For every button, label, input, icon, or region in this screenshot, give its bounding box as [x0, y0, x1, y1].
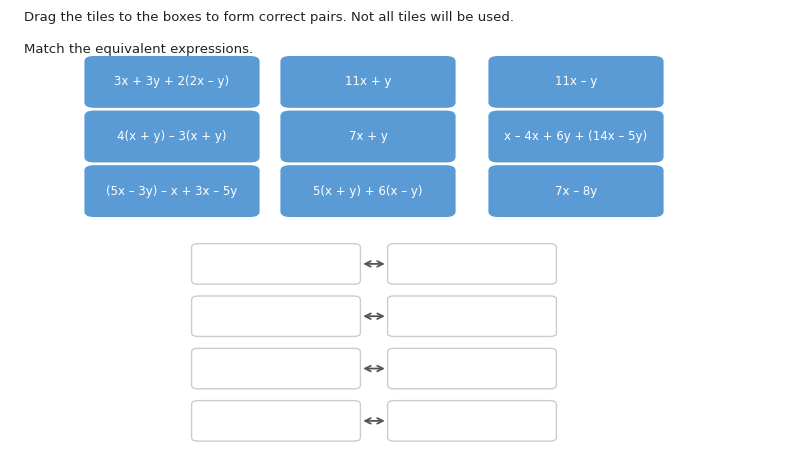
FancyBboxPatch shape: [281, 165, 456, 217]
FancyBboxPatch shape: [85, 165, 259, 217]
FancyBboxPatch shape: [85, 56, 259, 108]
FancyBboxPatch shape: [488, 165, 663, 217]
FancyBboxPatch shape: [387, 349, 557, 389]
FancyBboxPatch shape: [488, 56, 663, 108]
FancyBboxPatch shape: [85, 111, 259, 162]
FancyBboxPatch shape: [387, 243, 557, 284]
FancyBboxPatch shape: [191, 243, 361, 284]
FancyBboxPatch shape: [281, 56, 456, 108]
Text: 7x + y: 7x + y: [349, 130, 387, 143]
FancyBboxPatch shape: [191, 349, 361, 389]
FancyBboxPatch shape: [387, 401, 557, 441]
Text: 4(x + y) – 3(x + y): 4(x + y) – 3(x + y): [118, 130, 226, 143]
FancyBboxPatch shape: [488, 111, 663, 162]
Text: Drag the tiles to the boxes to form correct pairs. Not all tiles will be used.: Drag the tiles to the boxes to form corr…: [24, 11, 514, 25]
Text: x – 4x + 6y + (14x – 5y): x – 4x + 6y + (14x – 5y): [505, 130, 647, 143]
Text: 5(x + y) + 6(x – y): 5(x + y) + 6(x – y): [314, 185, 422, 197]
Text: 3x + 3y + 2(2x – y): 3x + 3y + 2(2x – y): [114, 76, 230, 88]
Text: Match the equivalent expressions.: Match the equivalent expressions.: [24, 43, 253, 56]
Text: 7x – 8y: 7x – 8y: [555, 185, 597, 197]
FancyBboxPatch shape: [191, 296, 361, 337]
Text: 11x – y: 11x – y: [555, 76, 597, 88]
Text: 11x + y: 11x + y: [345, 76, 391, 88]
Text: (5x – 3y) – x + 3x – 5y: (5x – 3y) – x + 3x – 5y: [106, 185, 238, 197]
FancyBboxPatch shape: [387, 296, 557, 337]
FancyBboxPatch shape: [191, 401, 361, 441]
FancyBboxPatch shape: [281, 111, 456, 162]
